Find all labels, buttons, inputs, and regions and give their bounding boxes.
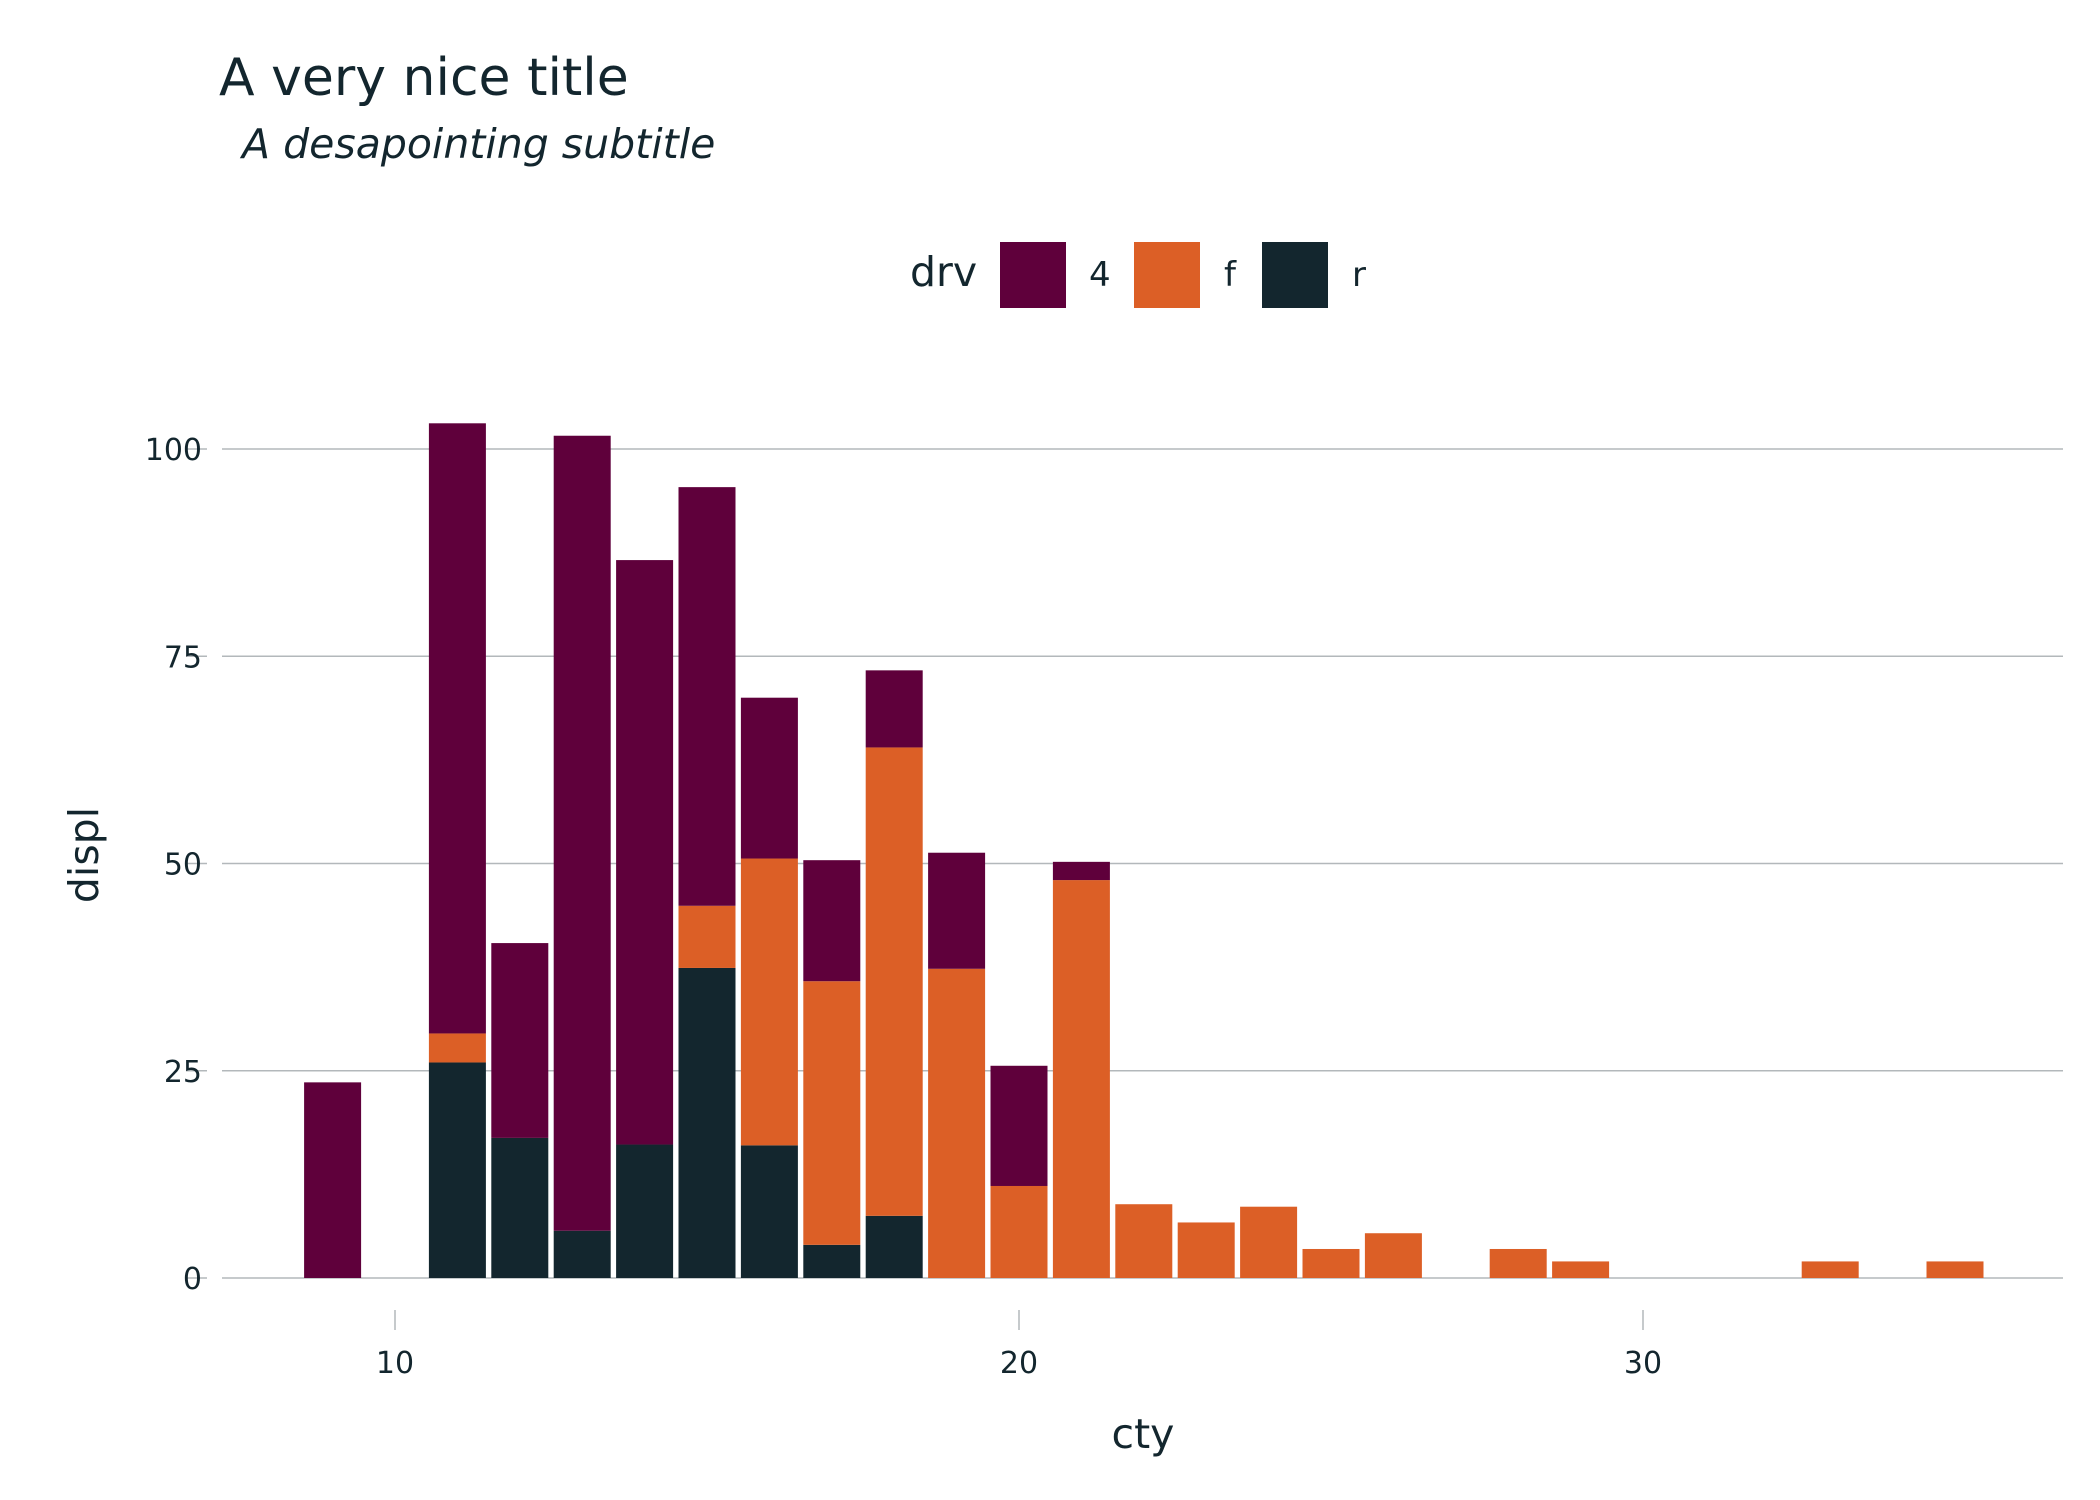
bar-f-cty-11 xyxy=(428,1033,486,1063)
bar-f-cty-22 xyxy=(1115,1204,1173,1278)
legend-label-4: 4 xyxy=(1089,255,1111,295)
bar-r-cty-12 xyxy=(491,1137,549,1278)
bar-f-cty-35 xyxy=(1926,1261,1984,1278)
bar-4-cty-11 xyxy=(428,423,486,1034)
bar-r-cty-14 xyxy=(616,1144,674,1278)
bar-r-cty-17 xyxy=(803,1244,861,1278)
bar-f-cty-15 xyxy=(678,905,736,968)
legend-title: drv xyxy=(910,248,977,296)
bar-f-cty-17 xyxy=(803,981,861,1245)
bar-4-cty-20 xyxy=(990,1065,1048,1186)
bar-f-cty-25 xyxy=(1302,1248,1360,1278)
legend-swatch-r xyxy=(1262,242,1328,308)
bar-r-cty-16 xyxy=(740,1145,798,1278)
bar-f-cty-23 xyxy=(1177,1222,1235,1278)
bar-4-cty-17 xyxy=(803,860,861,982)
bar-4-cty-13 xyxy=(553,435,611,1231)
bar-f-cty-24 xyxy=(1240,1206,1298,1278)
legend-swatch-4 xyxy=(1000,242,1066,308)
x-axis-label: cty xyxy=(1112,1410,1175,1458)
legend-swatch-f xyxy=(1134,242,1200,308)
chart-title: A very nice title xyxy=(219,48,629,108)
y-axis: 0 25 50 75 100 xyxy=(145,433,207,1297)
x-tick-label: 20 xyxy=(1000,1346,1038,1381)
y-tick-label: 100 xyxy=(145,433,202,468)
bar-r-cty-13 xyxy=(553,1230,611,1278)
y-axis-label: displ xyxy=(60,807,108,903)
x-tick-label: 30 xyxy=(1624,1346,1662,1381)
bar-f-cty-26 xyxy=(1364,1233,1422,1278)
bar-f-cty-29 xyxy=(1552,1261,1610,1278)
bar-4-cty-14 xyxy=(616,560,674,1145)
legend: drv 4 f r xyxy=(910,242,1366,308)
bar-f-cty-19 xyxy=(928,968,986,1278)
bar-4-cty-21 xyxy=(1052,861,1110,881)
bar-4-cty-9 xyxy=(304,1082,362,1278)
legend-label-f: f xyxy=(1224,255,1237,295)
bar-4-cty-18 xyxy=(865,670,923,748)
y-tick-label: 75 xyxy=(164,640,202,675)
bar-r-cty-11 xyxy=(428,1062,486,1278)
bar-f-cty-33 xyxy=(1801,1261,1859,1278)
bar-4-cty-16 xyxy=(740,697,798,859)
x-axis: 10 20 30 xyxy=(376,1310,1662,1381)
bar-f-cty-21 xyxy=(1052,880,1110,1278)
bar-r-cty-18 xyxy=(865,1215,923,1278)
bar-4-cty-12 xyxy=(491,943,549,1138)
y-tick-label: 50 xyxy=(164,848,202,883)
bar-f-cty-28 xyxy=(1489,1248,1547,1278)
bar-r-cty-15 xyxy=(678,967,736,1278)
bars xyxy=(304,423,1984,1278)
y-tick-label: 0 xyxy=(183,1262,202,1297)
bar-f-cty-20 xyxy=(990,1185,1048,1278)
bar-4-cty-19 xyxy=(928,852,986,969)
bar-f-cty-18 xyxy=(865,747,923,1216)
x-tick-label: 10 xyxy=(376,1346,414,1381)
chart-subtitle: A desapointing subtitle xyxy=(242,120,716,168)
y-tick-label: 25 xyxy=(164,1055,202,1090)
bar-f-cty-16 xyxy=(740,858,798,1146)
bar-4-cty-15 xyxy=(678,487,736,906)
legend-label-r: r xyxy=(1352,255,1366,295)
